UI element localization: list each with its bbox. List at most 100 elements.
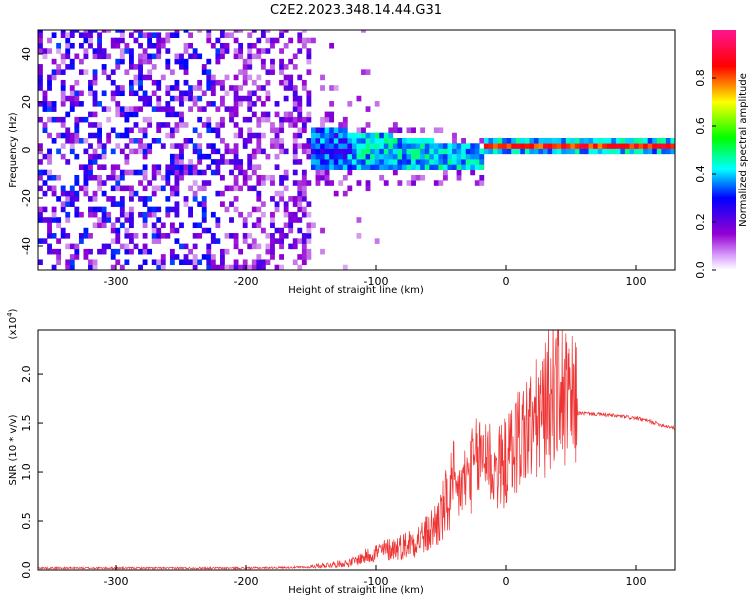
heatmap-cell bbox=[74, 116, 80, 123]
heatmap-cell bbox=[83, 174, 89, 181]
heatmap-cell bbox=[156, 37, 162, 44]
heatmap-cell bbox=[119, 90, 125, 97]
heatmap-cell bbox=[288, 79, 294, 86]
heatmap-cell bbox=[265, 243, 271, 250]
heatmap-cell bbox=[233, 238, 239, 244]
heatmap-cell bbox=[101, 180, 107, 186]
heatmap-cell bbox=[142, 101, 148, 107]
heatmap-cell bbox=[306, 143, 312, 149]
heatmap-cell bbox=[38, 64, 43, 70]
heatmap-cell bbox=[174, 111, 180, 118]
heatmap-cell bbox=[233, 164, 239, 170]
heatmap-cell bbox=[279, 180, 284, 186]
heatmap-cell bbox=[365, 180, 371, 186]
heatmap-cell bbox=[256, 53, 262, 60]
heatmap-cell bbox=[129, 127, 134, 134]
heatmap-cell bbox=[247, 32, 253, 38]
heatmap-cell bbox=[351, 159, 357, 165]
heatmap-cell bbox=[101, 53, 107, 60]
heatmap-cell bbox=[283, 79, 289, 86]
heatmap-cell bbox=[124, 42, 130, 49]
heatmap-cell bbox=[333, 164, 339, 170]
heatmap-cell bbox=[524, 148, 530, 155]
y-tick-label: 2.0 bbox=[20, 365, 33, 383]
heatmap-cell bbox=[101, 190, 107, 197]
heatmap-cell bbox=[133, 37, 139, 44]
heatmap-cell bbox=[456, 153, 462, 160]
heatmap-cell bbox=[229, 111, 234, 118]
heatmap-cell bbox=[365, 143, 371, 149]
heatmap-cell bbox=[356, 233, 362, 239]
heatmap-cell bbox=[301, 180, 307, 186]
heatmap-cell bbox=[92, 264, 98, 270]
heatmap-cell bbox=[311, 143, 316, 149]
heatmap-cell bbox=[88, 85, 93, 91]
heatmap-cell bbox=[133, 111, 139, 118]
x-tick-label: -200 bbox=[234, 275, 259, 288]
heatmap-cell bbox=[274, 101, 280, 107]
heatmap-cell bbox=[292, 101, 298, 107]
heatmap-cell bbox=[424, 164, 430, 170]
heatmap-cell bbox=[101, 206, 107, 213]
heatmap-cell bbox=[51, 116, 57, 123]
heatmap-cell bbox=[183, 90, 189, 97]
heatmap-cell bbox=[142, 248, 148, 255]
heatmap-cell bbox=[101, 211, 107, 218]
heatmap-cell bbox=[402, 153, 407, 160]
heatmap-cell bbox=[224, 233, 230, 239]
heatmap-cell bbox=[115, 101, 121, 107]
heatmap-cell bbox=[210, 238, 216, 244]
heatmap-cell bbox=[92, 74, 98, 81]
heatmap-cell bbox=[238, 85, 244, 91]
heatmap-cell bbox=[188, 259, 193, 266]
colorbar-tick-label: 0.0 bbox=[694, 261, 707, 279]
heatmap-cell bbox=[119, 30, 125, 33]
snr-frame bbox=[37, 329, 676, 571]
heatmap-cell bbox=[647, 138, 653, 144]
heatmap-cell bbox=[365, 69, 371, 75]
heatmap-cell bbox=[520, 143, 526, 149]
heatmap-cell bbox=[92, 259, 98, 266]
heatmap-cell bbox=[74, 95, 80, 102]
heatmap-cell bbox=[129, 238, 134, 244]
heatmap-cell bbox=[60, 30, 66, 33]
heatmap-cell bbox=[147, 206, 153, 213]
heatmap-cell bbox=[56, 254, 62, 260]
heatmap-cell bbox=[620, 138, 626, 144]
heatmap-cell bbox=[420, 159, 426, 165]
heatmap-cell bbox=[51, 106, 57, 112]
heatmap-cell bbox=[365, 122, 371, 128]
heatmap-cell bbox=[356, 159, 362, 165]
heatmap-cell bbox=[556, 138, 562, 144]
heatmap-cell bbox=[270, 238, 275, 244]
heatmap-cell bbox=[183, 79, 189, 86]
heatmap-cell bbox=[283, 30, 289, 33]
heatmap-cell bbox=[88, 37, 93, 44]
heatmap-cell bbox=[483, 148, 489, 155]
heatmap-cell bbox=[570, 138, 576, 144]
heatmap-cell bbox=[129, 64, 134, 70]
heatmap-cell bbox=[356, 153, 362, 160]
heatmap-cell bbox=[247, 90, 253, 97]
heatmap-cell bbox=[74, 122, 80, 128]
heatmap-cell bbox=[233, 85, 239, 91]
x-tick-label: -200 bbox=[234, 575, 259, 588]
heatmap-cell bbox=[292, 217, 298, 223]
heatmap-cell bbox=[342, 116, 348, 123]
heatmap-cell bbox=[251, 90, 257, 97]
heatmap-cell bbox=[210, 42, 216, 49]
heatmap-cell bbox=[465, 143, 471, 149]
heatmap-cell bbox=[279, 148, 284, 155]
heatmap-cell bbox=[160, 264, 166, 270]
heatmap-cell bbox=[433, 127, 439, 134]
heatmap-cell bbox=[247, 106, 253, 112]
heatmap-cell bbox=[333, 127, 339, 134]
heatmap-cell bbox=[119, 37, 125, 44]
heatmap-cell bbox=[156, 95, 162, 102]
heatmap-cell bbox=[288, 111, 294, 118]
heatmap-cell bbox=[101, 64, 107, 70]
heatmap-cell bbox=[329, 180, 335, 186]
heatmap-cell bbox=[506, 138, 512, 144]
heatmap-cell bbox=[506, 143, 512, 149]
heatmap-cell bbox=[51, 248, 57, 255]
